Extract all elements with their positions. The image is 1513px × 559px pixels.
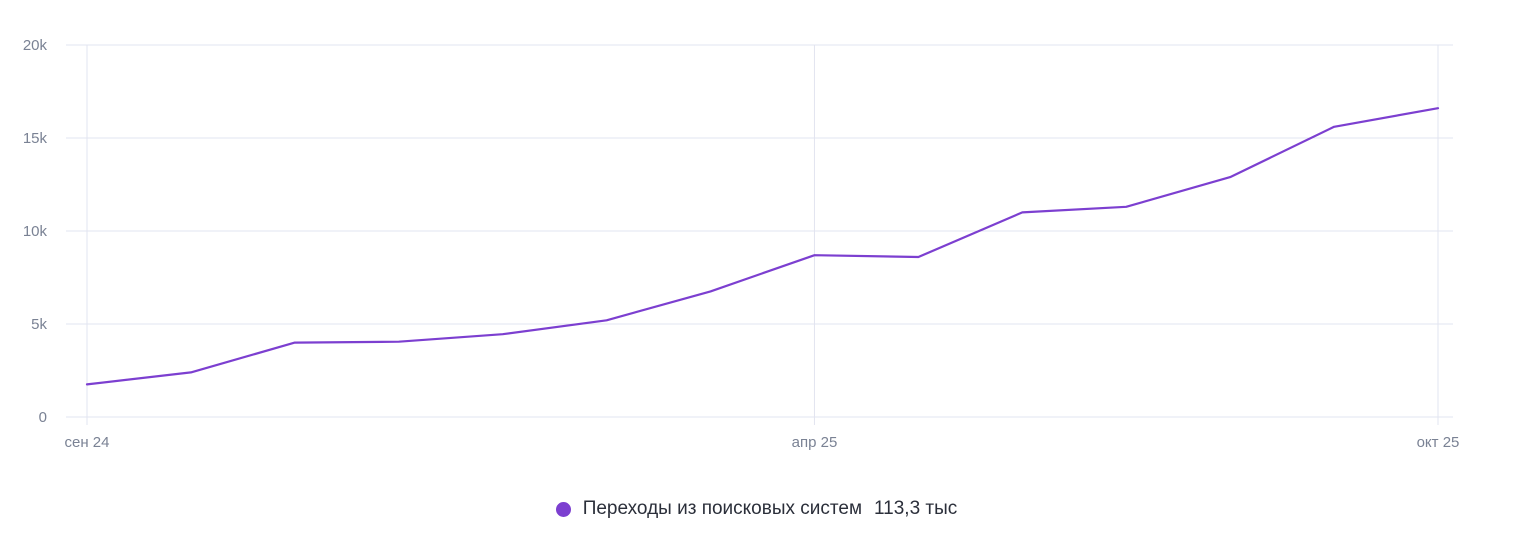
y-axis-labels: 0 5k 10k 15k 20k bbox=[23, 37, 48, 426]
x-axis-labels: сен 24 апр 25 окт 25 bbox=[65, 434, 1460, 451]
series-line bbox=[85, 107, 1440, 386]
chart-legend[interactable]: Переходы из поисковых систем 113,3 тыс bbox=[0, 498, 1513, 520]
series-layer bbox=[85, 107, 1440, 386]
x-gridlines bbox=[86, 45, 1439, 425]
x-tick-label: сен 24 bbox=[65, 434, 110, 451]
legend-marker bbox=[555, 501, 571, 517]
y-tick-label: 15k bbox=[23, 130, 48, 147]
legend-series-total: 113,3 тыс bbox=[874, 498, 958, 519]
x-tick-label: окт 25 bbox=[1417, 434, 1460, 451]
legend-series-name: Переходы из поисковых систем bbox=[582, 498, 863, 519]
y-tick-label: 0 bbox=[39, 409, 47, 426]
y-tick-label: 20k bbox=[23, 37, 48, 54]
x-tick-label: апр 25 bbox=[792, 434, 838, 451]
line-chart: 0 5k 10k 15k 20k сен 24 апр 25 окт 25 bbox=[23, 37, 1460, 451]
y-tick-label: 5k bbox=[31, 316, 47, 333]
y-tick-label: 10k bbox=[23, 223, 48, 240]
y-gridlines bbox=[66, 44, 1453, 418]
